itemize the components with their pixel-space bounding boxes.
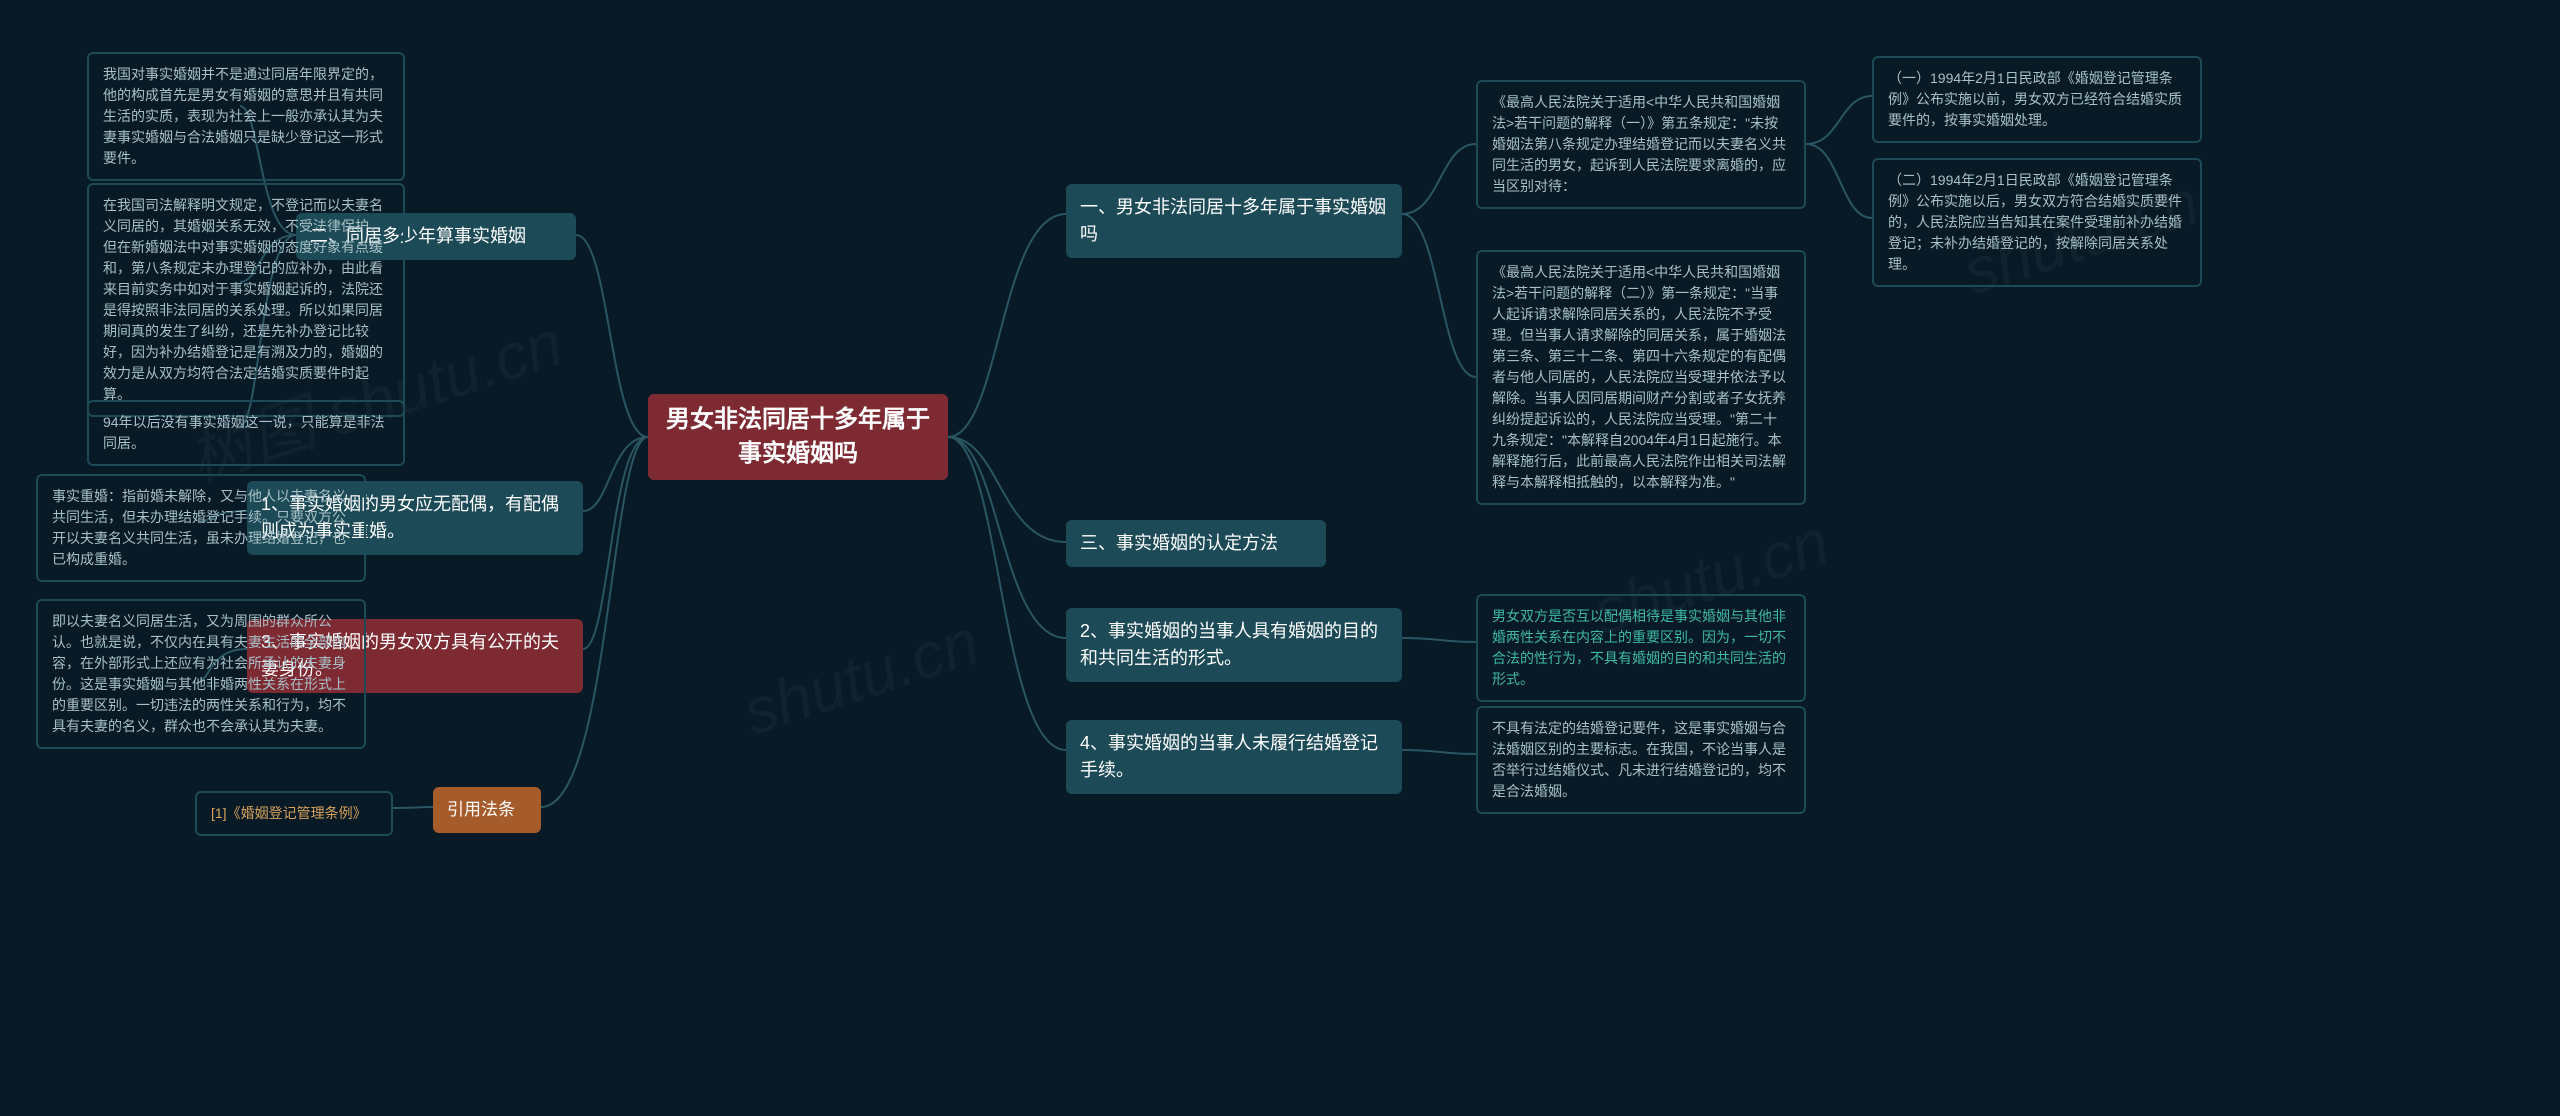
section-r4[interactable]: 4、事实婚姻的当事人未履行结婚登记手续。 xyxy=(1066,720,1402,794)
leaf-l2a[interactable]: 事实重婚：指前婚未解除，又与他人以夫妻名义共同生活，但未办理结婚登记手续。只要双… xyxy=(36,474,366,582)
section-r1[interactable]: 一、男女非法同居十多年属于事实婚姻吗 xyxy=(1066,184,1402,258)
leaf-l1c[interactable]: 94年以后没有事实婚姻这一说，只能算是非法同居。 xyxy=(87,400,405,466)
mindmap-root[interactable]: 男女非法同居十多年属于事实婚姻吗 xyxy=(648,394,948,480)
leaf-r1b[interactable]: 《最高人民法院关于适用<中华人民共和国婚姻法>若干问题的解释（二）》第一条规定：… xyxy=(1476,250,1806,505)
leaf-l4a[interactable]: [1]《婚姻登记管理条例》 xyxy=(195,791,393,836)
leaf-l3a[interactable]: 即以夫妻名义同居生活，又为周围的群众所公认。也就是说，不仅内在具有夫妻生活的全部… xyxy=(36,599,366,749)
section-r3[interactable]: 2、事实婚姻的当事人具有婚姻的目的和共同生活的形式。 xyxy=(1066,608,1402,682)
leaf-r4a[interactable]: 不具有法定的结婚登记要件，这是事实婚姻与合法婚姻区别的主要标志。在我国，不论当事… xyxy=(1476,706,1806,814)
section-l4-ref[interactable]: 引用法条 xyxy=(433,787,541,833)
leaf-r1a2[interactable]: （二）1994年2月1日民政部《婚姻登记管理条例》公布实施以后，男女双方符合结婚… xyxy=(1872,158,2202,287)
leaf-r1a[interactable]: 《最高人民法院关于适用<中华人民共和国婚姻法>若干问题的解释（一）》第五条规定：… xyxy=(1476,80,1806,209)
leaf-r3a[interactable]: 男女双方是否互以配偶相待是事实婚姻与其他非婚两性关系在内容上的重要区别。因为，一… xyxy=(1476,594,1806,702)
leaf-l1b[interactable]: 在我国司法解释明文规定，不登记而以夫妻名义同居的，其婚姻关系无效，不受法律保护，… xyxy=(87,183,405,417)
watermark: shutu.cn xyxy=(734,604,987,749)
leaf-l1a[interactable]: 我国对事实婚姻并不是通过同居年限界定的，他的构成首先是男女有婚姻的意思并且有共同… xyxy=(87,52,405,181)
leaf-r1a1[interactable]: （一）1994年2月1日民政部《婚姻登记管理条例》公布实施以前，男女双方已经符合… xyxy=(1872,56,2202,143)
section-r2[interactable]: 三、事实婚姻的认定方法 xyxy=(1066,520,1326,567)
